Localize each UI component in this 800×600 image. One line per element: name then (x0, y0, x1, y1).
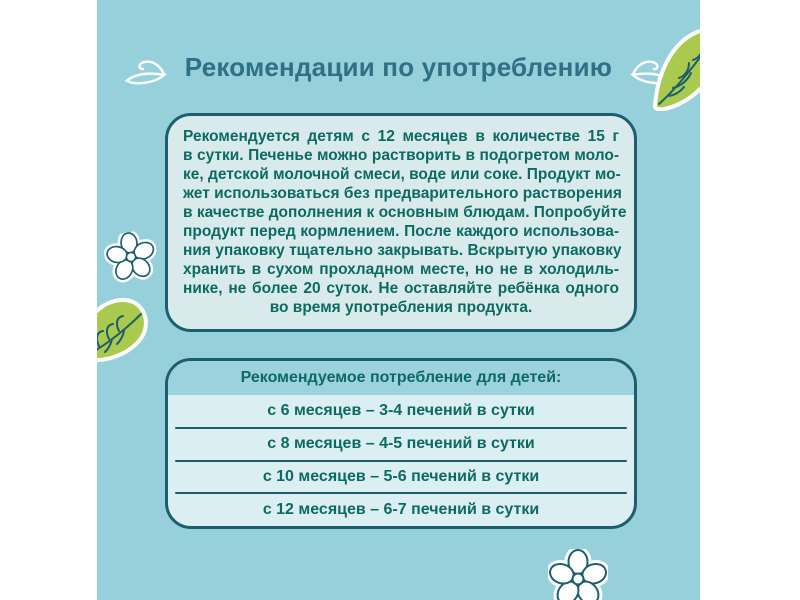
consumption-table: Рекомендуемое потребление для детей: с 6… (165, 358, 637, 529)
usage-text-line: нике, не более 20 суток. Не оставляйте р… (183, 280, 619, 297)
table-row: с 8 месяцев – 4-5 печений в сутки (168, 428, 634, 462)
usage-text-line: ния упаковку тщательно закрывать. Вскрыт… (183, 242, 622, 259)
white-flower-bottom-right-icon (548, 549, 608, 600)
consumption-table-body: с 6 месяцев – 3-4 печений в сутки с 8 ме… (168, 395, 634, 526)
leaf-swoosh-left-icon (124, 60, 167, 85)
green-leaf-left-icon (97, 298, 148, 363)
label-page: Рекомендации по употреблению (97, 0, 700, 600)
table-row-text: с 10 месяцев – 5-6 печений в сутки (262, 467, 540, 485)
page-title: Рекомендации по употреблению (184, 51, 613, 82)
green-leaf-top-right-icon (653, 29, 700, 111)
usage-recommendations-box: Рекомендуется детям с 12 месяцев в колич… (165, 113, 637, 332)
white-flower-left-icon (103, 229, 157, 283)
table-row-text: с 6 месяцев – 3-4 печений в сутки (267, 402, 535, 420)
usage-text-line: продукт перед кормлением. После каждого … (183, 223, 619, 240)
title-row: Рекомендации по употреблению (97, 44, 700, 90)
table-row: с 10 месяцев – 5-6 печений в сутки (168, 461, 634, 495)
row-divider (175, 459, 627, 462)
usage-text-line: хранить в сухом прохладном месте, но не … (183, 261, 619, 278)
table-row: с 6 месяцев – 3-4 печений в сутки (168, 395, 634, 429)
table-row: с 12 месяцев – 6-7 печений в сутки (168, 493, 634, 526)
table-row-text: с 12 месяцев – 6-7 печений в сутки (262, 500, 540, 518)
usage-text-line: в качестве дополнения к основным блюдам.… (183, 204, 627, 221)
row-divider (175, 426, 627, 429)
usage-text-line: в сутки. Печенье можно растворить в подо… (183, 147, 619, 164)
table-row-text: с 8 месяцев – 4-5 печений в сутки (267, 435, 535, 453)
usage-text-line: Рекомендуется детям с 12 месяцев в колич… (183, 128, 619, 145)
usage-text-line: ке, детской молочной смеси, воде или сок… (183, 166, 621, 183)
row-divider (175, 492, 627, 495)
usage-text-line: во время употребления продукта. (269, 299, 533, 316)
consumption-table-header: Рекомендуемое потребление для детей: (168, 361, 634, 395)
usage-text-line: жет использоваться без предварительного … (183, 185, 622, 202)
